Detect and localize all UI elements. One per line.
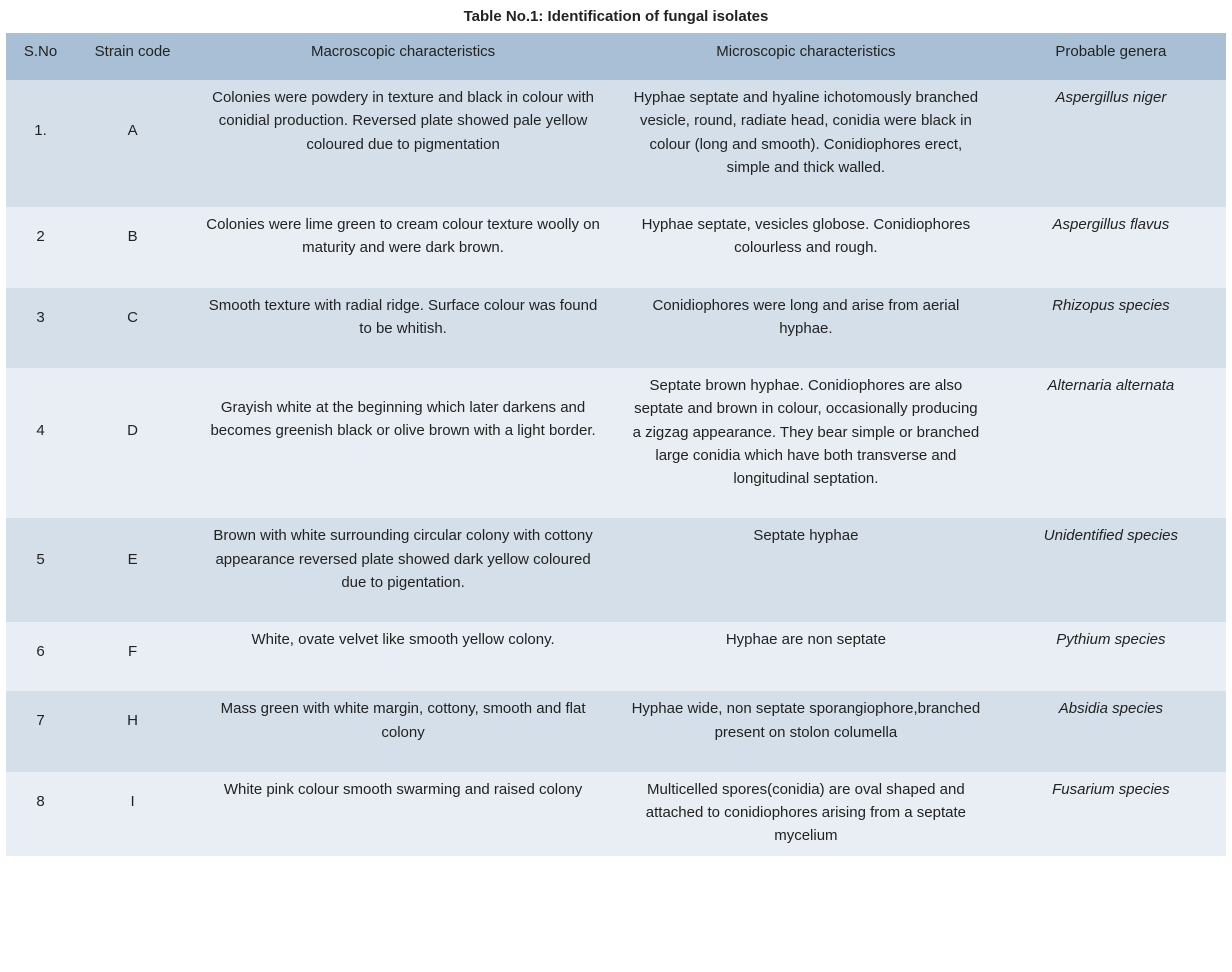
cell-genera: Pythium species: [996, 622, 1226, 691]
cell-strain: I: [87, 778, 178, 813]
cell-micro: Septate hyphae: [616, 518, 996, 622]
cell-micro: Conidiophores were long and arise from a…: [616, 288, 996, 369]
cell-genera: Alternaria alternata: [996, 368, 1226, 518]
table-row: 2 B Colonies were lime green to cream co…: [6, 207, 1226, 288]
cell-macro: Brown with white surrounding circular co…: [190, 518, 616, 622]
cell-strain: C: [87, 294, 178, 329]
cell-strain: H: [87, 697, 178, 732]
cell-macro: Mass green with white margin, cottony, s…: [190, 691, 616, 772]
cell-macro: Grayish white at the beginning which lat…: [190, 368, 616, 518]
cell-strain: F: [87, 628, 178, 663]
col-header-sno: S.No: [6, 33, 75, 80]
table-row: 1. A Colonies were powdery in texture an…: [6, 80, 1226, 207]
table-container: Table No.1: Identification of fungal iso…: [0, 0, 1232, 868]
col-header-macro: Macroscopic characteristics: [190, 33, 616, 80]
table-row: 7 H Mass green with white margin, cotton…: [6, 691, 1226, 772]
cell-strain: D: [87, 374, 178, 442]
cell-sno: 8: [18, 778, 63, 813]
cell-sno: 3: [18, 294, 63, 329]
cell-micro: Septate brown hyphae. Conidiophores are …: [616, 368, 996, 518]
table-header-row: S.No Strain code Macroscopic characteris…: [6, 33, 1226, 80]
cell-sno: 4: [18, 374, 63, 442]
cell-genera: Unidentified species: [996, 518, 1226, 622]
cell-sno: 2: [18, 213, 63, 248]
cell-macro: Colonies were lime green to cream colour…: [190, 207, 616, 288]
cell-macro: White pink colour smooth swarming and ra…: [190, 772, 616, 856]
col-header-micro: Microscopic characteristics: [616, 33, 996, 80]
cell-micro: Hyphae are non septate: [616, 622, 996, 691]
cell-micro: Hyphae wide, non septate sporangiophore,…: [616, 691, 996, 772]
table-row: 6 F White, ovate velvet like smooth yell…: [6, 622, 1226, 691]
cell-micro: Hyphae septate and hyaline ichotomously …: [616, 80, 996, 207]
table-row: 5 E Brown with white surrounding circula…: [6, 518, 1226, 622]
cell-genera: Rhizopus species: [996, 288, 1226, 369]
cell-sno: 5: [18, 524, 63, 571]
cell-genera: Fusarium species: [996, 772, 1226, 856]
table-row: 3 C Smooth texture with radial ridge. Su…: [6, 288, 1226, 369]
cell-sno: 6: [18, 628, 63, 663]
table-title: Table No.1: Identification of fungal iso…: [6, 6, 1226, 33]
table-row: 4 D Grayish white at the beginning which…: [6, 368, 1226, 518]
col-header-genera: Probable genera: [996, 33, 1226, 80]
fungal-isolates-table: S.No Strain code Macroscopic characteris…: [6, 33, 1226, 856]
cell-genera: Aspergillus flavus: [996, 207, 1226, 288]
cell-strain: E: [87, 524, 178, 571]
cell-macro: White, ovate velvet like smooth yellow c…: [190, 622, 616, 691]
cell-macro: Colonies were powdery in texture and bla…: [190, 80, 616, 207]
col-header-strain: Strain code: [75, 33, 190, 80]
table-row: 8 I White pink colour smooth swarming an…: [6, 772, 1226, 856]
cell-sno: 1.: [18, 86, 63, 142]
cell-strain: B: [87, 213, 178, 248]
cell-strain: A: [87, 86, 178, 142]
cell-genera: Absidia species: [996, 691, 1226, 772]
cell-sno: 7: [18, 697, 63, 732]
cell-micro: Hyphae septate, vesicles globose. Conidi…: [616, 207, 996, 288]
cell-macro: Smooth texture with radial ridge. Surfac…: [190, 288, 616, 369]
cell-micro: Multicelled spores(conidia) are oval sha…: [616, 772, 996, 856]
cell-genera: Aspergillus niger: [996, 80, 1226, 207]
